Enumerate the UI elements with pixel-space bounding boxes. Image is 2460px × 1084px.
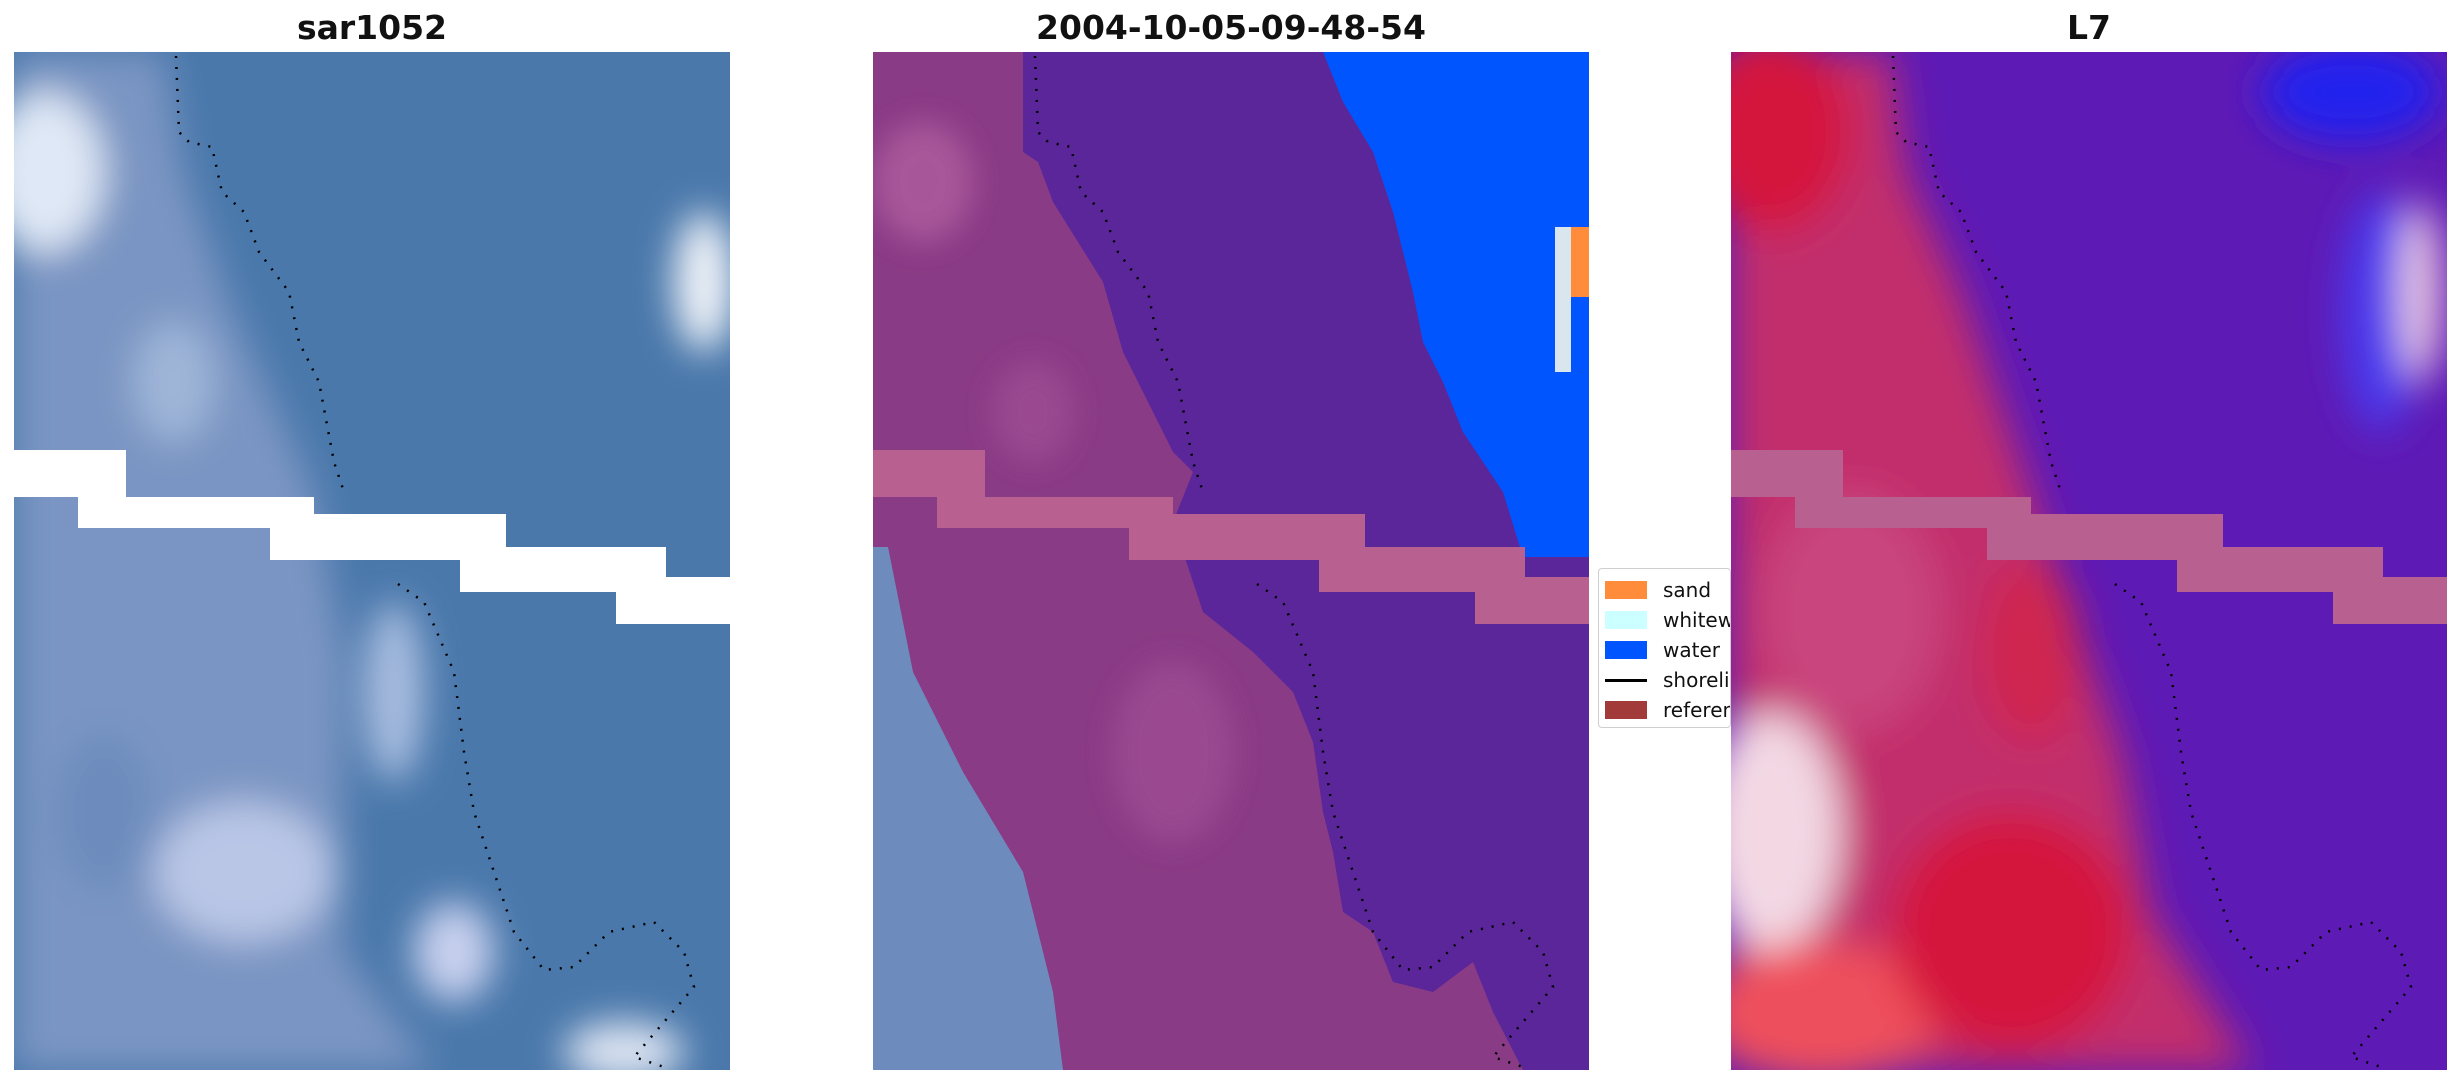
- shoreline-dots-lower: [397, 582, 696, 1069]
- index-image: [1731, 52, 2447, 1070]
- legend-label-reference-shoreline: reference shoreline: [1663, 698, 1730, 722]
- shoreline-dots: [1033, 55, 1205, 493]
- index-panel: [1731, 52, 2447, 1070]
- legend-swatch-water: [1605, 641, 1647, 659]
- sand-class-area: [873, 52, 1523, 1070]
- land-texture: [14, 52, 730, 1070]
- shoreline-dots: [174, 55, 346, 493]
- legend-label-sand: sand: [1663, 578, 1712, 602]
- legend-swatch-reference-shoreline: [1605, 701, 1647, 719]
- index-gradient: [1731, 52, 2441, 1070]
- rgb-image: [14, 52, 730, 1070]
- shoreline-dots-lower: [1256, 582, 1555, 1069]
- sand-texture: [873, 122, 1233, 842]
- legend-item-sand: sand: [1605, 576, 1711, 604]
- panel-title-index: L7: [2067, 8, 2111, 47]
- legend-item-reference-shoreline: reference shoreline: [1605, 696, 1730, 724]
- shoreline-dots-lower: [2114, 582, 2413, 1069]
- nodata-band: [873, 450, 1589, 624]
- classification-image: [873, 52, 1589, 1070]
- classification-panel: [873, 52, 1589, 1070]
- legend-item-shoreline: shoreline: [1605, 666, 1730, 694]
- nodata-band: [1731, 450, 2447, 624]
- sea-class-area: [1323, 52, 1589, 557]
- legend-item-water: water: [1605, 636, 1720, 664]
- rgb-land-left: [873, 547, 1063, 1070]
- legend-swatch-sand: [1605, 581, 1647, 599]
- panel-title-classification: 2004-10-05-09-48-54: [1036, 8, 1426, 47]
- panel-title-rgb: sar1052: [296, 8, 448, 47]
- whitewater-pixels: [1555, 227, 1571, 372]
- legend-swatch-shoreline: [1605, 678, 1647, 682]
- legend-label-water: water: [1663, 638, 1720, 662]
- nodata-band: [14, 450, 730, 624]
- sand-pixels: [1571, 227, 1589, 297]
- shoreline-dots: [1891, 55, 2063, 493]
- rgb-image-panel: [14, 52, 730, 1070]
- legend-swatch-whitewater: [1605, 611, 1647, 629]
- legend-label-shoreline: shoreline: [1663, 668, 1730, 692]
